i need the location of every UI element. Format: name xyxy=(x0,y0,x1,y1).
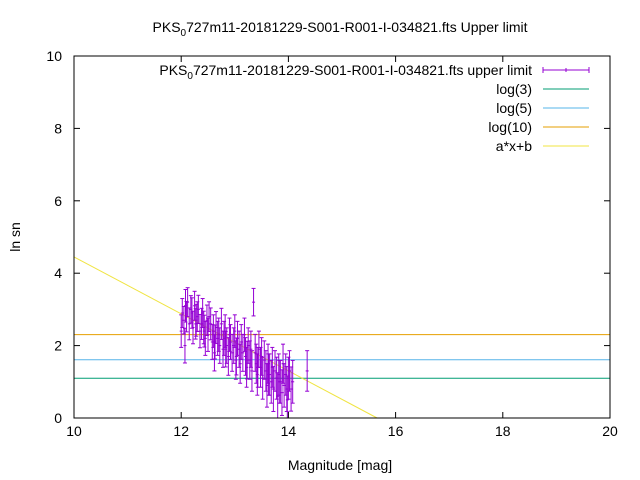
legend-item: log(10) xyxy=(488,119,589,135)
chart-title-prefix: PKS xyxy=(153,19,181,35)
data-points xyxy=(179,287,310,419)
data-point xyxy=(207,301,212,332)
data-point xyxy=(181,306,186,335)
data-point xyxy=(202,314,207,348)
data-point xyxy=(192,290,197,321)
x-axis-label: Magnitude [mag] xyxy=(288,457,392,473)
reference-lines xyxy=(74,334,610,379)
data-point xyxy=(290,359,295,404)
data-point xyxy=(223,330,228,368)
chart-title-subscript: 0 xyxy=(181,28,187,39)
x-tick-label: 20 xyxy=(602,423,618,439)
x-tick-label: 16 xyxy=(388,423,404,439)
plot-frame xyxy=(73,55,611,419)
x-tick-label: 18 xyxy=(495,423,511,439)
data-point xyxy=(240,333,245,372)
data-point xyxy=(208,307,213,341)
legend-label: a*x+b xyxy=(496,138,532,154)
legend-label: PKS0727m11-20181229-S001-R001-I-034821.f… xyxy=(159,62,532,82)
data-point xyxy=(245,340,250,380)
data-point xyxy=(193,308,198,340)
data-point xyxy=(182,327,187,364)
data-point xyxy=(251,287,256,317)
y-tick-label: 6 xyxy=(54,193,62,209)
data-point xyxy=(255,346,260,388)
chart-title: PKS0727m11-20181229-S001-R001-I-034821.f… xyxy=(153,19,528,39)
x-tick-label: 14 xyxy=(281,423,297,439)
legend: PKS0727m11-20181229-S001-R001-I-034821.f… xyxy=(159,62,590,154)
data-point xyxy=(266,353,271,396)
legend-label: log(5) xyxy=(496,100,532,116)
data-point xyxy=(249,350,254,392)
data-point xyxy=(232,314,237,348)
y-tick-label: 4 xyxy=(54,265,62,281)
data-point xyxy=(270,346,275,388)
data-point xyxy=(201,310,206,345)
axis-ticks: 10 12 14 16 18 20 0 2 4 6 8 10 xyxy=(46,48,618,439)
data-point xyxy=(234,337,239,376)
data-point xyxy=(230,333,235,372)
legend-label: log(10) xyxy=(488,119,532,135)
data-point xyxy=(179,314,184,348)
data-point xyxy=(277,359,282,404)
y-axis-label: ln sn xyxy=(7,222,23,252)
data-point xyxy=(305,350,310,392)
y-tick-label: 2 xyxy=(54,338,62,354)
chart-title-rest: 727m11-20181229-S001-R001-I-034821.fts U… xyxy=(186,19,527,35)
legend-item: PKS0727m11-20181229-S001-R001-I-034821.f… xyxy=(159,62,590,82)
data-point xyxy=(219,307,224,340)
data-point xyxy=(221,330,226,368)
data-point xyxy=(284,366,289,412)
y-tick-label: 8 xyxy=(54,120,62,136)
data-point xyxy=(212,324,217,360)
legend-item: log(5) xyxy=(496,100,589,116)
legend-item: log(3) xyxy=(496,81,589,97)
x-tick-label: 12 xyxy=(173,423,189,439)
data-point xyxy=(206,317,210,352)
legend-item: a*x+b xyxy=(496,138,589,154)
x-tick-label: 10 xyxy=(66,423,82,439)
legend-label: log(3) xyxy=(496,81,532,97)
y-tick-label: 10 xyxy=(46,48,62,64)
y-tick-label: 0 xyxy=(54,410,62,426)
